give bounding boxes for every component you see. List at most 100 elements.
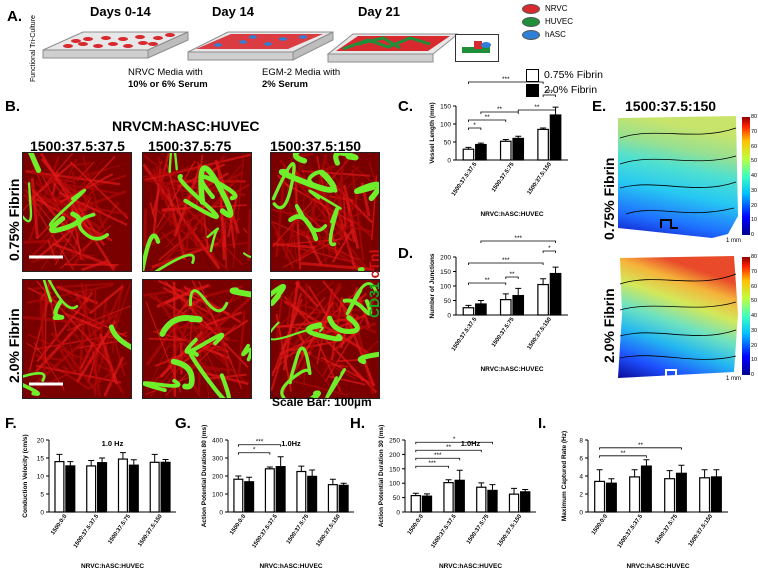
error-bar-0-2 — [119, 452, 126, 460]
y-tick-label: 150 — [389, 466, 400, 473]
media1-line1: NRVC Media with — [128, 67, 203, 78]
fibrin-legend-0: 0.75% Fibrin — [544, 69, 603, 81]
significance-bracket-1 — [468, 282, 507, 285]
activation-map-top — [618, 116, 738, 238]
error-bar-1-2 — [678, 464, 685, 474]
chart-g-svg: 0 100 200 300 400 Action Potential Duration 8… — [201, 425, 354, 570]
error-bar-0-1 — [88, 460, 95, 466]
culture-trays-illustration — [42, 31, 458, 63]
bar-0-0 — [54, 461, 65, 513]
colorbar-tick-1-4: 40 — [751, 313, 758, 319]
category-label-3: 1500:37.5:150 — [315, 514, 342, 548]
category-label-1: 1500:37.5:37.5 — [251, 513, 279, 549]
error-bar-1-3 — [340, 482, 347, 486]
bar-0-3 — [327, 484, 338, 513]
x-axis-label: NRVC:hASC:HUVEC — [259, 563, 322, 570]
significance-bracket-2 — [415, 449, 482, 453]
y-tick-label: 100 — [440, 284, 451, 291]
error-bar-1-0 — [423, 493, 430, 497]
significance-bracket-0 — [468, 127, 482, 130]
colorbar-tick-0-8: 0 — [751, 232, 755, 238]
significance-label-1: *** — [256, 439, 264, 446]
bar-0-1 — [86, 465, 97, 513]
y-tick-label: 0 — [579, 510, 583, 517]
category-label-3: 1500:37.5:150 — [688, 514, 715, 548]
bar-0-1 — [629, 476, 641, 513]
colorbar-tick-0-0: 80 — [751, 114, 758, 120]
panel-letter-b: B. — [5, 98, 20, 115]
significance-label-5: *** — [546, 89, 554, 96]
chart-title: 1.0 Hz — [102, 439, 124, 448]
error-bar-1-0 — [246, 476, 253, 482]
significance-bracket-1 — [237, 444, 282, 447]
y-axis-label: Vessel Length (mm) — [429, 102, 436, 163]
bar-1-0 — [421, 495, 433, 513]
colorbar-tick-1-3: 50 — [751, 298, 758, 305]
panel-letter-d: D. — [398, 245, 413, 262]
significance-bracket-4 — [517, 109, 556, 112]
panel-letter-a: A. — [7, 8, 22, 25]
y-tick-label: 0 — [447, 158, 451, 165]
bar-1-1 — [512, 294, 525, 316]
significance-label-3: *** — [502, 76, 510, 83]
chart-c-svg: 0 50 100 150 Vessel Length (mm) 1500:37.5:37.… — [429, 76, 568, 218]
panelB-col-0: 1500:37.5:37.5 — [30, 138, 125, 154]
category-label-0: 1500:0:0 — [591, 514, 609, 536]
panelE-row-1: 2.0% Fibrin — [601, 288, 617, 363]
error-bar-1-1 — [515, 135, 522, 139]
media1-line2: 10% or 6% Serum — [128, 79, 208, 90]
bar-1-0 — [65, 465, 76, 513]
stage-label-2: Day 21 — [358, 4, 400, 19]
y-tick-label: 8 — [579, 438, 583, 445]
colorbar-bottom — [742, 257, 750, 375]
panelE-row-0: 0.75% Fibrin — [601, 157, 617, 240]
panel-letter-c: C. — [398, 98, 413, 115]
y-tick-label: 4 — [579, 474, 583, 481]
y-tick-label: 250 — [389, 438, 400, 445]
error-bar-1-2 — [309, 469, 316, 477]
panelB-title: NRVCM:hASC:HUVEC — [112, 118, 260, 134]
y-tick-label: 15 — [37, 456, 45, 463]
bar-1-1 — [97, 462, 108, 513]
category-label-0: 1500:0:0 — [407, 514, 425, 536]
error-bar-0-1 — [445, 479, 452, 483]
bar-0-0 — [462, 307, 475, 316]
chart-h-svg: 0 50 100 150 200 250 Action Potential Duration… — [378, 425, 536, 570]
y-tick-label: 6 — [579, 456, 583, 463]
y-axis-label: Number of Junctions — [429, 253, 436, 318]
x-axis-label: NRVC:hASC:HUVEC — [480, 211, 543, 218]
cell-legend-1: HUVEC — [545, 17, 574, 26]
significance-label-4: ** — [534, 104, 540, 111]
error-bar-0-3 — [701, 469, 708, 478]
y-tick-label: 150 — [440, 269, 451, 276]
category-label-2: 1500:37.5:75 — [466, 513, 491, 545]
bar-0-2 — [296, 470, 307, 513]
error-bar-0-2 — [540, 278, 547, 285]
fibrin-legend-1: 2.0% Fibrin — [544, 84, 598, 96]
significance-label-0: * — [253, 447, 256, 454]
chart-g: 0 100 200 300 400 Action Potential Duration 8… — [188, 425, 358, 572]
x-axis-label: NRVC:hASC:HUVEC — [439, 563, 502, 570]
significance-label-3: *** — [514, 235, 522, 242]
bar-1-2 — [128, 464, 139, 513]
y-tick-label: 10 — [37, 474, 45, 481]
panel-letter-e: E. — [592, 98, 607, 115]
bar-1-3 — [520, 491, 531, 513]
error-bar-0-0 — [235, 475, 242, 480]
y-tick-label: 300 — [212, 456, 223, 463]
error-bar-0-1 — [266, 466, 273, 469]
significance-label-2: ** — [497, 106, 503, 113]
micrograph-r0-c2 — [270, 152, 380, 272]
y-tick-label: 150 — [440, 104, 451, 111]
error-bar-1-0 — [608, 478, 615, 484]
error-bar-0-2 — [298, 465, 305, 472]
error-bar-0-0 — [596, 469, 603, 482]
error-bar-1-3 — [162, 458, 169, 463]
panelB-col-1: 1500:37.5:75 — [148, 138, 232, 154]
error-bar-0-3 — [151, 453, 158, 463]
x-axis-label: NRVC:hASC:HUVEC — [480, 366, 543, 373]
error-bar-0-0 — [412, 492, 419, 496]
colorbar-tick-1-8: 0 — [751, 372, 755, 378]
bar-0-3 — [699, 477, 711, 513]
panel-letter-f: F. — [5, 415, 17, 432]
